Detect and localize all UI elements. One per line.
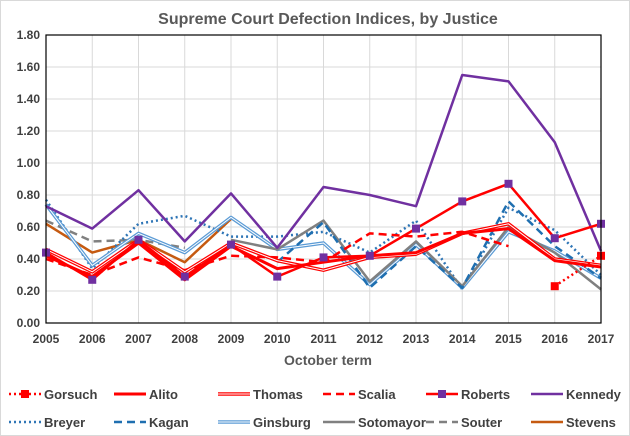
line-scalia — [45, 230, 509, 277]
y-tick-label: 0.60 — [17, 220, 41, 234]
y-tick-label: 1.80 — [17, 28, 41, 42]
legend-label: Alito — [149, 386, 178, 402]
y-tick-label: 1.40 — [17, 92, 41, 106]
x-tick-label: 2015 — [495, 332, 522, 346]
legend-label: Gorsuch — [44, 386, 98, 402]
legend-label: Roberts — [461, 386, 511, 402]
legend-label: Ginsburg — [253, 414, 311, 430]
legend-label: Thomas — [253, 386, 303, 402]
legend-label: Stevens — [566, 414, 616, 430]
series-kennedy — [45, 73, 603, 252]
legend-swatch-kagan — [114, 420, 146, 424]
legend-item-kennedy: Kennedy — [530, 384, 621, 404]
legend-swatch-thomas — [218, 392, 250, 396]
legend-swatch-roberts — [426, 390, 458, 398]
x-axis-ticks: 2005 2006 2007 2008 2009 2010 2011 2012 2013 2014… — [33, 332, 615, 346]
y-tick-label: 1.60 — [17, 60, 41, 74]
line-breyer — [44, 199, 602, 291]
y-tick-label: 0.80 — [17, 188, 41, 202]
series-breyer — [44, 199, 602, 291]
chart-title: Supreme Court Defection Indices, by Just… — [158, 11, 498, 28]
legend-item-alito: Alito — [113, 384, 178, 404]
legend-item-thomas: Thomas — [217, 384, 303, 404]
line-sotomayor — [230, 219, 602, 291]
x-tick-label: 2009 — [218, 332, 245, 346]
legend-swatch-ginsburg — [218, 420, 250, 424]
series-sotomayor — [230, 219, 602, 291]
legend-swatch-sotomayor — [323, 420, 355, 424]
y-tick-label: 0.00 — [17, 316, 41, 330]
series-kagan — [276, 200, 602, 290]
marker-roberts — [365, 251, 374, 260]
x-tick-label: 2013 — [403, 332, 430, 346]
marker-roberts — [319, 253, 328, 262]
legend-label: Scalia — [358, 386, 396, 402]
x-tick-label: 2010 — [264, 332, 291, 346]
legend-swatch-stevens — [531, 420, 563, 424]
marker-roberts — [88, 275, 97, 284]
line-kagan — [276, 200, 602, 290]
x-tick-label: 2012 — [356, 332, 383, 346]
legend-label: Souter — [461, 414, 503, 430]
series-layer — [42, 73, 605, 291]
legend-swatch-souter — [426, 420, 458, 424]
legend-swatch-breyer — [9, 420, 41, 424]
marker-roberts — [180, 272, 189, 281]
legend-item-souter: Souter — [425, 412, 502, 432]
gridlines — [45, 34, 602, 324]
legend-label: Kagan — [149, 414, 189, 430]
x-tick-label: 2017 — [588, 332, 615, 346]
marker-roberts — [412, 224, 420, 233]
marker-gorsuch — [550, 282, 559, 291]
series-roberts — [42, 179, 605, 284]
plot-border — [45, 34, 602, 324]
legend-item-ginsburg: Ginsburg — [217, 412, 311, 432]
legend-item-kagan: Kagan — [113, 412, 189, 432]
y-tick-label: 1.20 — [17, 124, 41, 138]
legend-label: Sotomayor — [358, 414, 426, 430]
y-tick-label: 1.00 — [17, 156, 41, 170]
legend-swatch-kennedy — [531, 392, 563, 396]
x-axis-title: October term — [284, 352, 372, 368]
marker-roberts — [504, 179, 513, 188]
marker-roberts — [273, 272, 282, 281]
y-tick-label: 0.20 — [17, 284, 41, 298]
legend-item-sotomayor: Sotomayor — [322, 412, 426, 432]
x-tick-label: 2006 — [79, 332, 106, 346]
marker-roberts — [550, 234, 559, 243]
series-ginsburg — [44, 203, 602, 290]
x-tick-label: 2008 — [171, 332, 198, 346]
legend-label: Breyer — [44, 414, 86, 430]
y-tick-label: 0.40 — [17, 252, 41, 266]
legend-swatch-alito — [114, 392, 146, 396]
x-tick-label: 2007 — [125, 332, 152, 346]
legend-item-scalia: Scalia — [322, 384, 396, 404]
legend-swatch-scalia — [323, 392, 355, 396]
series-scalia — [45, 230, 509, 277]
legend-item-stevens: Stevens — [530, 412, 616, 432]
x-tick-label: 2014 — [449, 332, 476, 346]
line-ginsburg-inner — [45, 204, 602, 289]
y-axis-ticks: 0.00 0.20 0.40 0.60 0.80 1.00 1.20 1.40 1.60 1.80 — [17, 28, 41, 330]
line-gorsuch — [554, 254, 602, 288]
x-tick-label: 2005 — [33, 332, 60, 346]
legend-item-breyer: Breyer — [8, 412, 85, 432]
x-tick-label: 2016 — [541, 332, 568, 346]
legend-label: Kennedy — [566, 386, 621, 402]
marker-roberts — [134, 235, 143, 244]
legend: Gorsuch Alito Thomas Scalia Roberts Kennedy Br… — [0, 382, 630, 436]
line-kennedy — [45, 73, 603, 252]
legend-swatch-gorsuch — [9, 390, 41, 398]
legend-item-gorsuch: Gorsuch — [8, 384, 97, 404]
marker-roberts — [227, 240, 235, 249]
x-tick-label: 2011 — [310, 332, 336, 346]
line-chart: Supreme Court Defection Indices, by Just… — [17, 11, 615, 368]
marker-roberts — [458, 197, 467, 206]
legend-item-roberts: Roberts — [425, 384, 510, 404]
